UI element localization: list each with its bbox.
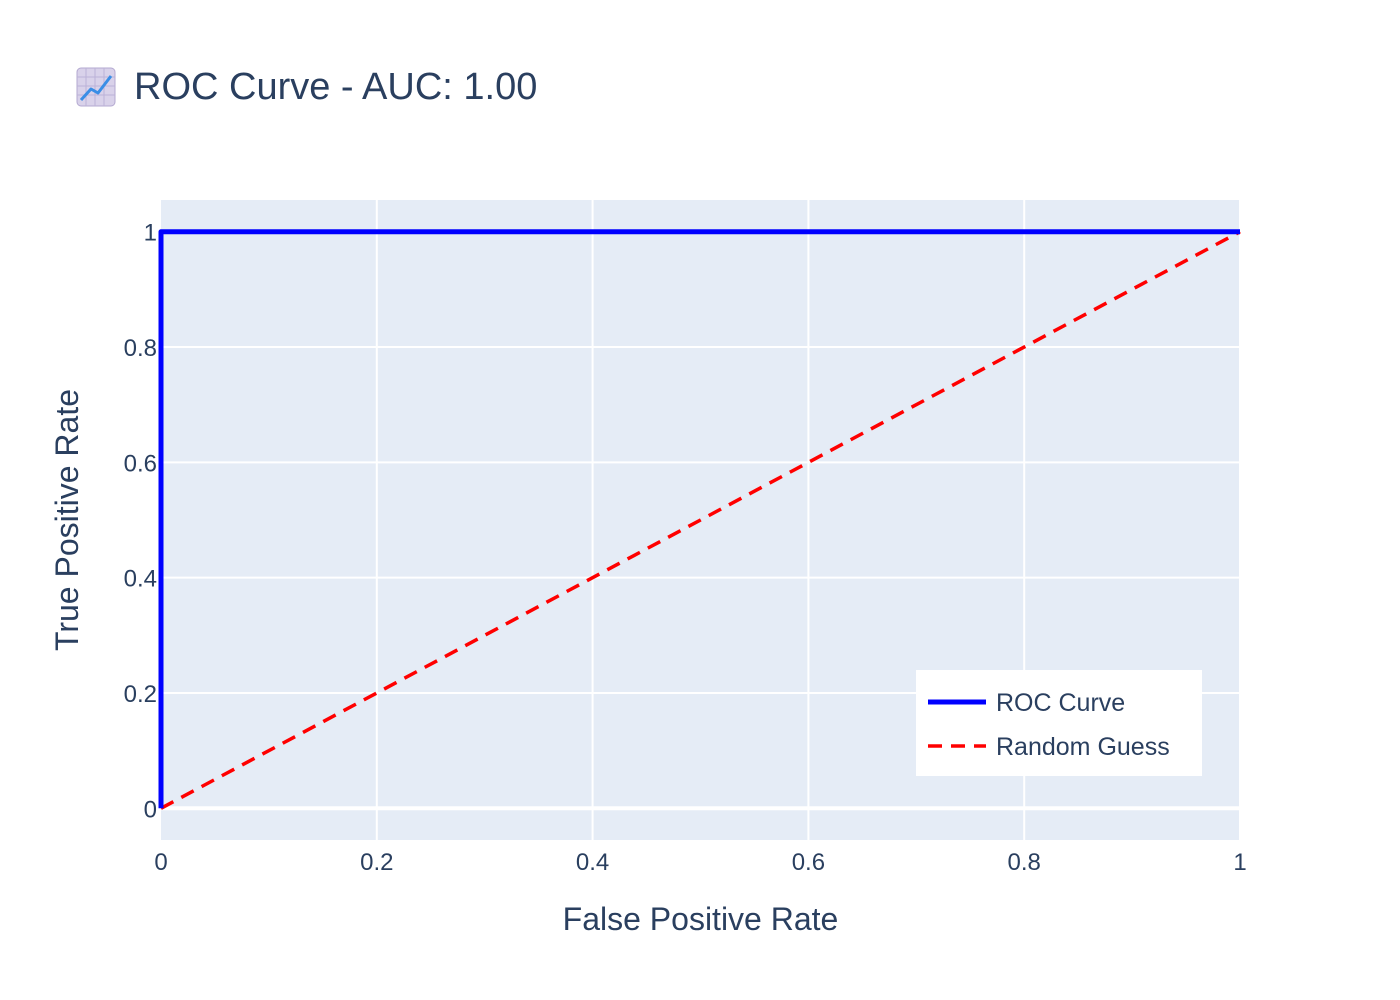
series-group [158,229,1241,810]
y-tick-label: 0.4 [124,566,157,593]
y-tick-label: 0.2 [124,681,157,708]
y-tick-label: 0.6 [124,450,157,477]
y-tick-label: 0.8 [124,335,157,362]
x-tick-label: 1 [1233,849,1246,876]
x-tick-label: 0.2 [360,849,393,876]
y-axis-title: True Positive Rate [49,389,85,651]
x-tick-label: 0.8 [1008,849,1041,876]
y-tick-label: 1 [144,220,157,247]
x-tick-label: 0.6 [792,849,825,876]
x-tick-label: 0 [154,849,167,876]
tick-labels: 0 0.2 0.4 0.6 0.8 1 0 0.2 0.4 0.6 0.8 1 [124,220,1247,876]
chart-increasing-icon [76,67,116,107]
legend[interactable]: ROC Curve Random Guess [916,670,1202,776]
chart-title: ROC Curve - AUC: 1.00 [76,62,537,112]
x-axis-title: False Positive Rate [563,901,839,937]
y-tick-label: 0 [144,796,157,823]
chart-title-text: ROC Curve - AUC: 1.00 [134,65,538,108]
legend-label-random-guess[interactable]: Random Guess [996,733,1170,761]
random-guess-line [160,230,1241,810]
legend-box [916,670,1202,776]
legend-label-roc-curve[interactable]: ROC Curve [996,689,1125,717]
roc-curve-line [158,229,1240,809]
x-tick-label: 0.4 [576,849,609,876]
